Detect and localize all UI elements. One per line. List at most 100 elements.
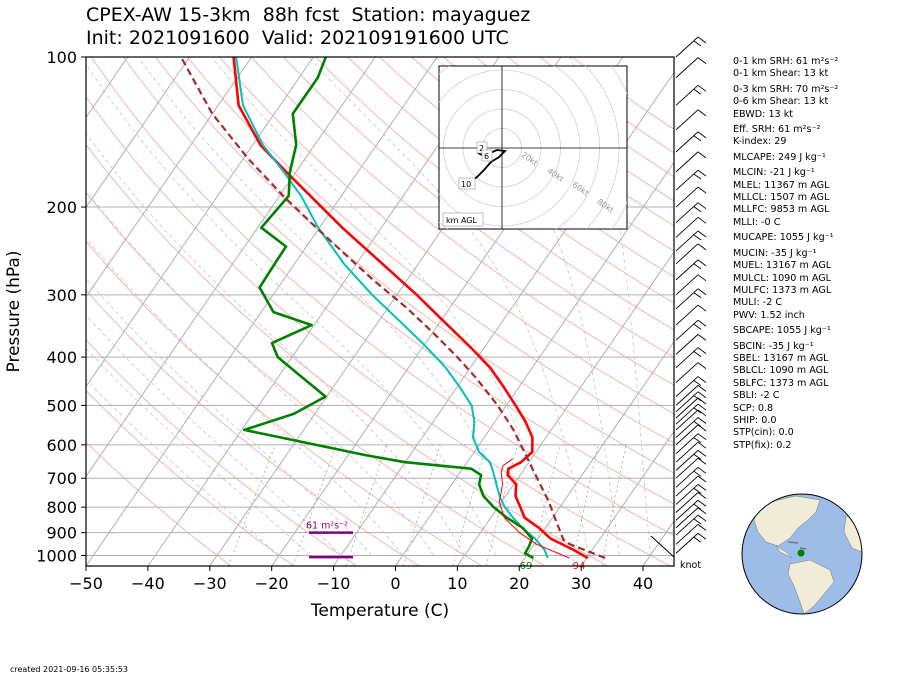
temperature-profile	[232, 57, 589, 560]
wind-barb	[675, 202, 707, 224]
x-tick-label: −40	[131, 574, 165, 593]
isotherm	[86, 57, 252, 298]
parameter-line: Eff. SRH: 61 m²s⁻²	[733, 124, 821, 136]
dry-adiabat	[90, 57, 674, 537]
parameter-line: SBCAPE: 1055 J kg⁻¹	[733, 325, 831, 337]
y-tick-label: 700	[46, 469, 77, 488]
wind-barb	[675, 362, 707, 383]
parameter-line: SHIP: 0.0	[733, 414, 777, 426]
hodograph-frame	[438, 65, 628, 230]
mixing-ratio-line	[601, 444, 627, 566]
moist-adiabat	[86, 189, 435, 556]
wind-barb	[675, 433, 707, 455]
parameter-line: K-index: 29	[733, 136, 787, 148]
wind-barb	[675, 475, 707, 497]
isotherm	[518, 340, 674, 566]
parameter-line: 0-6 km Shear: 13 kt	[733, 96, 829, 108]
wind-barb	[675, 424, 707, 446]
parameter-line: MLEL: 11367 m AGL	[733, 179, 830, 191]
dewpoint-profile	[235, 57, 549, 559]
y-tick-label: 900	[46, 524, 77, 543]
dry-adiabat	[86, 96, 671, 566]
parameter-line: SCP: 0.8	[733, 402, 774, 414]
dry-adiabat	[379, 57, 674, 278]
isotherm	[580, 430, 674, 566]
hodograph-height-label: 6	[484, 152, 489, 161]
wind-barb	[675, 385, 707, 406]
wind-barb	[675, 186, 707, 208]
location-globe	[741, 493, 863, 615]
hodograph-height-box	[481, 149, 493, 162]
wind-barb	[675, 319, 707, 341]
parameter-line: MULI: -2 C	[733, 297, 783, 309]
dry-adiabat	[283, 57, 674, 358]
wind-barb	[675, 243, 707, 265]
moist-adiabat	[86, 236, 404, 556]
wind-barb	[675, 466, 707, 488]
wind-barb	[675, 259, 707, 281]
parameter-line: MULFC: 1373 m AGL	[733, 284, 832, 296]
hodograph-height-label: 2	[479, 144, 484, 153]
isotherm	[86, 57, 376, 478]
wind-barb	[675, 36, 707, 58]
wind-barb	[675, 230, 707, 252]
y-tick-label: 600	[46, 436, 77, 455]
dry-adiabat	[86, 389, 294, 566]
y-tick-label: 1000	[36, 546, 77, 565]
isotherm	[456, 251, 674, 566]
dry-adiabat	[86, 441, 232, 566]
y-tick-label: 800	[46, 498, 77, 517]
parameter-line: MULCL: 1090 m AGL	[733, 272, 832, 284]
mixing-ratio-line	[403, 444, 441, 566]
virtual-temperature-profile	[498, 458, 570, 559]
dry-adiabat	[219, 57, 674, 415]
chart-title-line2: Init: 2021091600 Valid: 202109191600 UTC	[86, 27, 509, 49]
y-axis-label: Pressure (hPa)	[4, 251, 24, 373]
hodograph-unit-box	[442, 212, 484, 227]
y-tick-label: 300	[46, 286, 77, 305]
mixing-ratio-line	[452, 444, 487, 566]
wind-barb	[675, 131, 707, 153]
x-axis-label: Temperature (C)	[310, 601, 449, 621]
x-tick-label: 30	[571, 574, 591, 593]
wind-barb	[675, 288, 707, 310]
south-america-land	[787, 559, 835, 614]
parameter-line: 0-1 km SRH: 61 m²s⁻²	[733, 56, 839, 67]
wind-barb	[675, 109, 707, 131]
wind-barb	[675, 514, 707, 536]
x-tick-label: −10	[317, 574, 351, 593]
y-tick-label: 500	[46, 396, 77, 415]
x-tick-label: −20	[255, 574, 289, 593]
globe-outline	[741, 493, 863, 615]
dry-adiabat	[315, 57, 674, 331]
parameter-line: 0-1 km Shear: 13 kt	[733, 68, 829, 80]
dry-adiabat	[86, 339, 357, 566]
sounding-parameters: 0-1 km SRH: 61 m²s⁻² 0-1 km Shear: 13 kt 0…	[733, 56, 838, 452]
wind-barb	[675, 304, 707, 326]
parameter-line: PWV: 1.52 inch	[733, 309, 805, 321]
y-tick-label: 200	[46, 198, 77, 217]
isotherm	[395, 161, 674, 566]
isotherm	[86, 57, 191, 209]
parameter-line: MUCIN: -35 J kg⁻¹	[733, 247, 817, 259]
moist-adiabat	[86, 347, 311, 556]
wind-barb	[675, 216, 707, 238]
wind-barb	[675, 457, 707, 479]
chart-title-line1: CPEX-AW 15-3km 88h fcst Station: mayague…	[86, 4, 531, 26]
north-america-land	[753, 495, 821, 547]
dry-adiabat	[86, 143, 608, 566]
parameter-line: MUCAPE: 1055 J kg⁻¹	[733, 232, 834, 244]
wind-barb	[675, 507, 707, 529]
dry-adiabat	[86, 289, 420, 566]
dry-adiabat	[347, 57, 674, 304]
station-marker	[797, 549, 805, 557]
central-america-land	[775, 545, 793, 559]
wind-barb	[675, 84, 707, 106]
wind-unit-label: knot	[680, 560, 702, 571]
parameter-line: MLLFC: 9853 m AGL	[733, 204, 830, 216]
parameter-line: MLCAPE: 249 J kg⁻¹	[733, 151, 826, 163]
parameter-line: 0-3 km SRH: 70 m²s⁻²	[733, 83, 839, 95]
wind-barb	[675, 397, 707, 419]
